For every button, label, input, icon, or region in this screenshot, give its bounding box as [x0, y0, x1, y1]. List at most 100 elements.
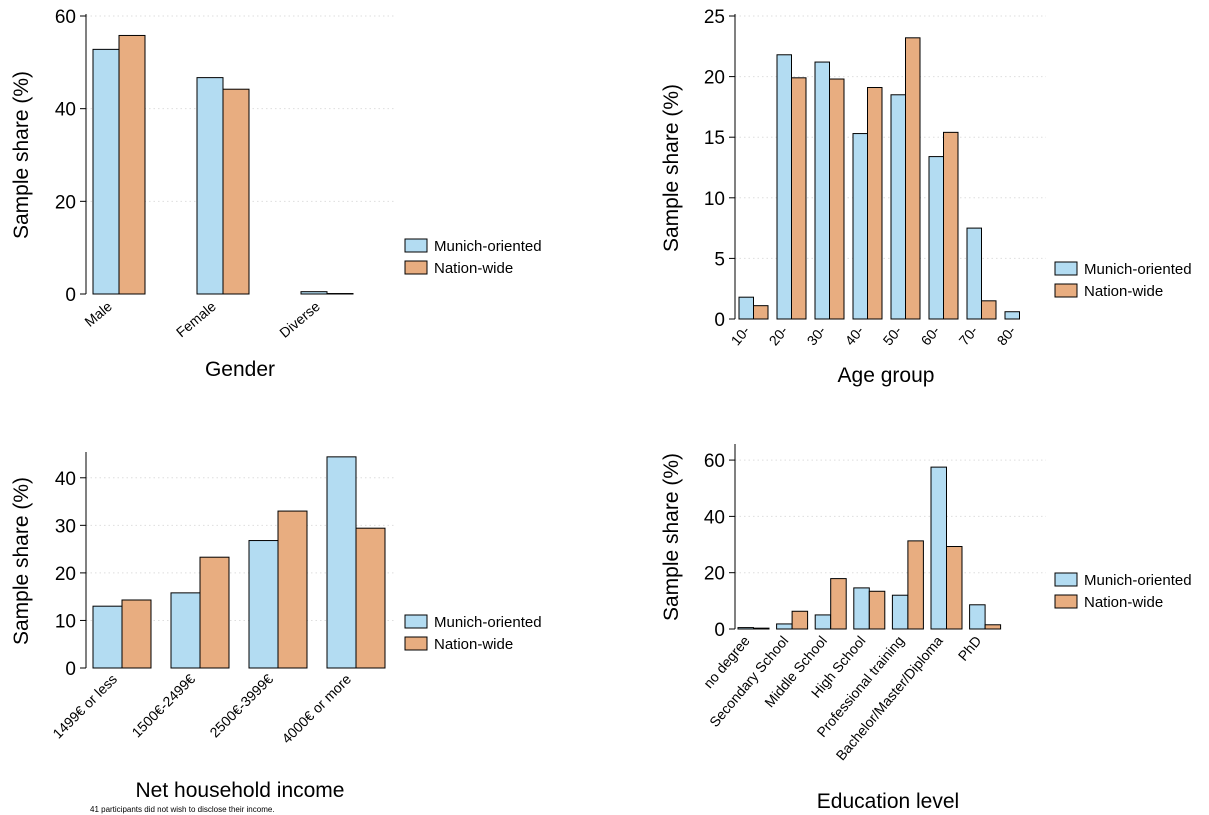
bar-munich-2 [814, 614, 832, 630]
x-axis-title: Net household income [136, 779, 345, 802]
x-tick-label: 2500€-3999€ [206, 671, 276, 741]
bar-nation-1 [791, 610, 809, 630]
bar-munich-7 [1004, 311, 1020, 320]
legend-swatch-munich [1054, 572, 1078, 587]
y-tick-label: 20 [704, 68, 725, 89]
y-axis-title: Sample share (%) [660, 84, 683, 252]
bar-munich-1 [196, 77, 224, 295]
x-tick-label: 70- [956, 322, 981, 348]
bar-munich-5 [930, 466, 947, 630]
bar-nation-2 [830, 578, 847, 630]
y-tick-label: 40 [704, 507, 725, 528]
bar-munich-5 [928, 156, 944, 320]
x-axis-title: Education level [817, 790, 959, 813]
bar-nation-0 [753, 305, 769, 320]
bar-nation-5 [943, 131, 959, 320]
bar-munich-3 [326, 456, 357, 669]
bar-nation-6 [984, 624, 1002, 630]
y-tick-label: 30 [55, 516, 76, 537]
bar-munich-2 [248, 540, 279, 669]
bar-nation-6 [981, 300, 997, 320]
chart-panel-3: 0 10 20 30 40 1499€ or less 1500€-2499€ 2500€-3… [10, 452, 542, 814]
y-tick-label: 60 [55, 7, 76, 28]
bar-munich-1 [776, 54, 792, 320]
legend-label: Munich-oriented [434, 238, 542, 255]
bar-munich-1 [170, 592, 201, 669]
bar-munich-6 [966, 227, 982, 320]
bar-nation-4 [907, 540, 924, 630]
y-tick-label: 40 [55, 100, 76, 121]
x-tick-label: 4000€ or more [278, 671, 354, 747]
legend-swatch-nation [404, 636, 428, 651]
x-tick-label: 60- [918, 322, 943, 348]
x-tick-label: Diverse [276, 298, 323, 341]
bar-nation-2 [277, 510, 308, 669]
y-tick-label: 15 [704, 128, 725, 149]
y-tick-label: 10 [55, 611, 76, 632]
legend-swatch-nation [404, 260, 428, 275]
bar-nation-5 [946, 546, 963, 630]
x-axis-title: Gender [205, 358, 275, 381]
bar-munich-6 [969, 604, 986, 630]
bar-munich-2 [814, 61, 830, 320]
bar-munich-0 [738, 296, 754, 320]
legend: Munich-oriented Nation-wide [1054, 261, 1192, 300]
x-tick-label: Female [173, 298, 219, 340]
legend-label: Nation-wide [434, 260, 513, 277]
y-tick-label: 0 [65, 285, 76, 306]
x-tick-label: 40- [842, 322, 867, 348]
y-tick-label: 25 [704, 7, 725, 28]
legend-label: Nation-wide [434, 636, 513, 653]
y-axis-title: Sample share (%) [10, 477, 33, 645]
chart-panel-1: 0 20 40 60 Male Female Diverse Sample share (%)… [10, 7, 542, 381]
legend-label: Nation-wide [1084, 283, 1163, 300]
bar-nation-0 [121, 599, 152, 669]
bar-nation-3 [355, 527, 386, 669]
x-tick-label: PhD [955, 633, 985, 664]
bar-nation-2 [829, 78, 845, 320]
y-tick-label: 5 [714, 249, 725, 270]
y-tick-label: 0 [714, 310, 725, 331]
legend: Munich-oriented Nation-wide [404, 614, 542, 653]
bar-munich-4 [890, 94, 906, 320]
y-tick-label: 40 [55, 469, 76, 490]
y-tick-label: 0 [714, 620, 725, 641]
bar-munich-0 [92, 48, 120, 295]
bar-nation-0 [118, 34, 146, 295]
legend-label: Munich-oriented [1084, 261, 1192, 278]
legend-label: Munich-oriented [1084, 572, 1192, 589]
x-tick-label: 10- [728, 322, 753, 348]
legend-label: Munich-oriented [434, 614, 542, 631]
bar-nation-4 [905, 37, 921, 320]
x-tick-label: 1499€ or less [49, 671, 120, 742]
legend-swatch-munich [1054, 261, 1078, 276]
bar-munich-4 [891, 594, 909, 630]
x-tick-label: 30- [804, 322, 829, 348]
x-axis-title: Age group [838, 364, 935, 387]
x-tick-label: 80- [994, 322, 1019, 348]
bar-munich-3 [852, 133, 868, 320]
y-tick-label: 10 [704, 189, 725, 210]
chart-note: 41 participants did not wish to disclose… [90, 805, 275, 814]
bar-munich-2 [300, 291, 328, 295]
legend-swatch-munich [404, 614, 428, 629]
bar-nation-3 [867, 87, 883, 320]
y-axis-title: Sample share (%) [660, 453, 683, 621]
bar-munich-3 [853, 587, 870, 630]
y-tick-label: 20 [704, 564, 725, 585]
bar-nation-1 [791, 77, 807, 320]
legend: Munich-oriented Nation-wide [404, 238, 542, 277]
bar-nation-1 [222, 88, 250, 295]
x-tick-label: Male [81, 298, 115, 330]
x-tick-label: 50- [880, 322, 905, 348]
x-tick-label: 20- [766, 322, 791, 348]
y-tick-label: 0 [65, 659, 76, 680]
bar-munich-1 [776, 623, 793, 630]
chart-panel-2: 0 5 10 15 20 25 10- 20- 30- 40- 50- 60- 70- 80- Sample… [660, 7, 1192, 387]
y-tick-label: 20 [55, 564, 76, 585]
legend-swatch-nation [1054, 283, 1078, 298]
legend-label: Nation-wide [1084, 594, 1163, 611]
x-tick-label: 1500€-2499€ [128, 671, 198, 741]
